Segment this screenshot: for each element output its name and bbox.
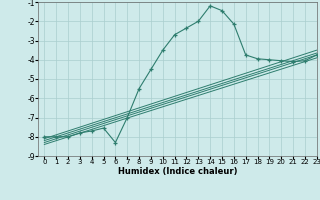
X-axis label: Humidex (Indice chaleur): Humidex (Indice chaleur) <box>118 167 237 176</box>
